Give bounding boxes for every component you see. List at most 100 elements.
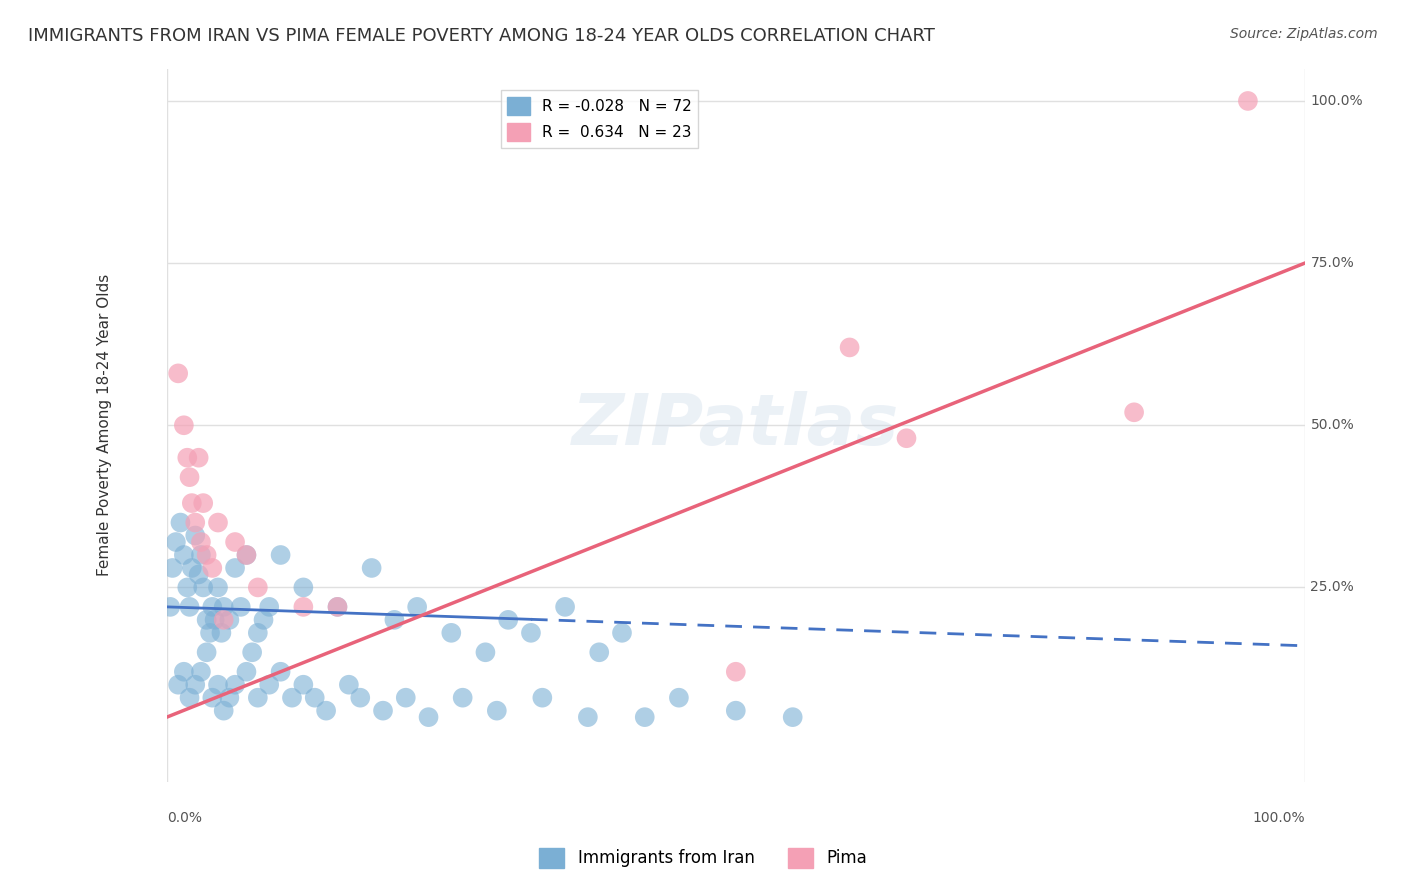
Point [180,561,202,575]
Point [235,548,257,562]
Point [246,690,269,705]
Point [212,613,235,627]
Point [257,599,280,614]
Point [576,710,599,724]
Point [496,613,519,627]
Point [440,625,463,640]
Text: 100.0%: 100.0% [1253,811,1305,824]
Point [176,450,198,465]
Point [179,470,201,484]
Point [270,665,292,679]
Text: Female Poverty Among 18-24 Year Olds: Female Poverty Among 18-24 Year Olds [97,274,111,576]
Point [179,690,201,705]
Point [193,496,215,510]
Point [668,690,690,705]
Point [235,548,257,562]
Point [304,690,326,705]
Point [270,548,292,562]
Text: Source: ZipAtlas.com: Source: ZipAtlas.com [1230,27,1378,41]
Point [724,704,747,718]
Text: 25.0%: 25.0% [1310,581,1354,594]
Point [371,704,394,718]
Point [531,690,554,705]
Point [395,690,418,705]
Text: IMMIGRANTS FROM IRAN VS PIMA FEMALE POVERTY AMONG 18-24 YEAR OLDS CORRELATION CH: IMMIGRANTS FROM IRAN VS PIMA FEMALE POVE… [28,27,935,45]
Point [212,704,235,718]
Point [195,645,218,659]
Text: 50.0%: 50.0% [1310,418,1354,433]
Point [187,567,209,582]
Point [292,678,315,692]
Point [169,516,191,530]
Point [337,678,360,692]
Point [207,678,229,692]
Point [326,599,349,614]
Point [184,528,207,542]
Point [240,645,263,659]
Point [190,665,212,679]
Point [451,690,474,705]
Point [554,599,576,614]
Point [224,678,246,692]
Point [167,367,190,381]
Point [173,418,195,433]
Point [159,599,181,614]
Point [187,450,209,465]
Point [190,548,212,562]
Point [184,678,207,692]
Text: 0.0%: 0.0% [167,811,202,824]
Legend: R = -0.028   N = 72, R =  0.634   N = 23: R = -0.028 N = 72, R = 0.634 N = 23 [501,90,697,147]
Point [198,625,221,640]
Point [326,599,349,614]
Point [209,625,232,640]
Point [724,665,747,679]
Point [201,690,224,705]
Point [212,599,235,614]
Point [235,665,257,679]
Point [281,690,304,705]
Point [224,561,246,575]
Point [190,535,212,549]
Point [176,581,198,595]
Point [1123,405,1146,419]
Point [292,599,315,614]
Point [520,625,543,640]
Point [207,516,229,530]
Point [257,678,280,692]
Point [162,561,184,575]
Point [229,599,252,614]
Point [193,581,215,595]
Point [634,710,657,724]
Point [179,599,201,614]
Point [195,613,218,627]
Point [610,625,633,640]
Point [246,625,269,640]
Text: ZIPatlas: ZIPatlas [572,391,900,459]
Point [218,690,240,705]
Point [1237,94,1260,108]
Point [485,704,508,718]
Point [360,561,382,575]
Point [184,516,207,530]
Point [315,704,337,718]
Point [246,581,269,595]
Point [201,599,224,614]
Point [474,645,496,659]
Point [167,678,190,692]
Point [173,548,195,562]
Point [218,613,240,627]
Point [204,613,226,627]
Point [252,613,274,627]
Point [201,561,224,575]
Point [165,535,187,549]
Point [896,431,918,445]
Point [406,599,429,614]
Text: 75.0%: 75.0% [1310,256,1354,270]
Point [418,710,440,724]
Point [838,340,860,354]
Point [384,613,406,627]
Point [224,535,246,549]
Point [588,645,610,659]
Point [349,690,371,705]
Point [180,496,202,510]
